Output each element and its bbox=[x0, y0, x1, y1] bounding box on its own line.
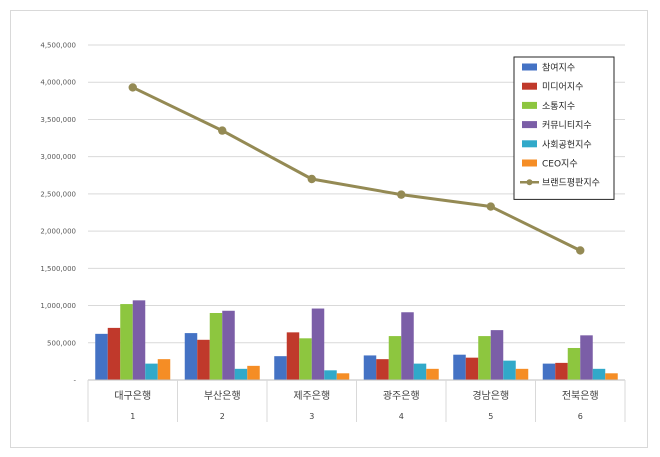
bar bbox=[209, 313, 223, 380]
legend-label: 브랜드평판지수 bbox=[542, 178, 600, 189]
bar bbox=[388, 336, 402, 380]
category-index-label: 2 bbox=[220, 412, 225, 421]
bar bbox=[184, 333, 198, 380]
line-point bbox=[218, 126, 227, 135]
y-tick-label: 2,000,000 bbox=[40, 228, 76, 236]
line-point bbox=[397, 190, 406, 199]
category-label: 부산은행 bbox=[204, 390, 241, 402]
y-tick-label: - bbox=[73, 377, 76, 385]
category-index-label: 5 bbox=[488, 412, 493, 421]
y-tick-label: 1,000,000 bbox=[40, 302, 76, 310]
bar bbox=[555, 362, 568, 380]
category-label: 경남은행 bbox=[472, 389, 509, 402]
bar bbox=[503, 360, 516, 380]
bar bbox=[197, 339, 210, 380]
bar bbox=[465, 357, 479, 380]
y-tick-label: 3,000,000 bbox=[40, 153, 76, 161]
y-tick-label: 500,000 bbox=[47, 339, 76, 347]
bar bbox=[132, 300, 146, 380]
legend-label: 소통지수 bbox=[542, 101, 575, 112]
y-tick-label: 3,500,000 bbox=[40, 116, 76, 124]
legend-swatch bbox=[522, 101, 537, 109]
legend-label: 사회공헌지수 bbox=[542, 139, 592, 150]
category-index-label: 4 bbox=[399, 412, 404, 421]
bar bbox=[542, 363, 556, 380]
bank-brand-reputation-chart: - 500,000 1,000,000 1,500,000 2,000,000 2,500… bbox=[40, 42, 626, 422]
legend-marker bbox=[526, 179, 533, 186]
bar bbox=[515, 368, 529, 380]
bar bbox=[363, 355, 377, 380]
series-line bbox=[132, 86, 581, 252]
y-tick-label: 4,500,000 bbox=[40, 42, 76, 50]
bar bbox=[592, 368, 606, 380]
bar bbox=[426, 368, 439, 380]
y-tick-label: 2,500,000 bbox=[40, 190, 76, 198]
bar bbox=[247, 365, 260, 380]
brand-reputation-line bbox=[128, 83, 585, 255]
line-point bbox=[486, 202, 495, 211]
legend-swatch bbox=[522, 82, 537, 90]
legend-swatch bbox=[522, 63, 537, 71]
bar bbox=[478, 336, 491, 380]
category-index-label: 3 bbox=[309, 412, 314, 421]
y-axis-tick-labels: - 500,000 1,000,000 1,500,000 2,000,000 2,500… bbox=[40, 42, 76, 385]
bar bbox=[401, 312, 414, 380]
bar bbox=[286, 332, 300, 380]
legend-box bbox=[513, 56, 615, 200]
x-axis: 대구은행 1 부산은행 2 제주은행 3 광주은행 4 경남은행 5 전북은행 6 bbox=[87, 379, 626, 422]
bar bbox=[107, 327, 121, 380]
category-index-label: 1 bbox=[130, 412, 135, 421]
legend-label: 참여지수 bbox=[542, 62, 575, 74]
bar bbox=[222, 310, 235, 380]
bar bbox=[453, 354, 466, 380]
legend-swatch bbox=[522, 121, 537, 129]
bar bbox=[311, 308, 325, 380]
bar bbox=[413, 363, 427, 380]
bar bbox=[95, 333, 108, 380]
bar bbox=[580, 335, 593, 380]
category-index-label: 6 bbox=[578, 412, 583, 421]
bar bbox=[490, 330, 504, 380]
bar bbox=[299, 338, 312, 380]
legend-swatch bbox=[522, 159, 537, 167]
line-point bbox=[576, 246, 585, 255]
line-point bbox=[128, 83, 137, 92]
bar bbox=[157, 359, 171, 380]
legend-swatch bbox=[522, 140, 537, 148]
bars bbox=[95, 300, 618, 380]
bar bbox=[145, 363, 158, 380]
bar bbox=[274, 356, 287, 380]
bar bbox=[324, 370, 337, 380]
legend-label: CEO지수 bbox=[542, 159, 578, 170]
category-label: 대구은행 bbox=[114, 390, 151, 402]
legend-label: 커뮤니티지수 bbox=[542, 120, 592, 131]
bar bbox=[567, 347, 581, 380]
chart-frame: - 500,000 1,000,000 1,500,000 2,000,000 2,500… bbox=[10, 10, 648, 448]
bar bbox=[336, 373, 350, 380]
bar bbox=[120, 304, 133, 380]
y-tick-label: 4,000,000 bbox=[40, 79, 76, 87]
category-label: 제주은행 bbox=[293, 390, 330, 402]
line-point bbox=[307, 174, 316, 184]
category-label: 전북은행 bbox=[562, 390, 599, 402]
legend-label: 미디어지수 bbox=[542, 82, 583, 93]
bar bbox=[605, 373, 618, 380]
bar bbox=[376, 359, 389, 380]
gridlines bbox=[88, 44, 625, 344]
y-tick-label: 1,500,000 bbox=[40, 265, 76, 273]
category-label: 광주은행 bbox=[383, 390, 420, 402]
bar bbox=[234, 368, 248, 380]
